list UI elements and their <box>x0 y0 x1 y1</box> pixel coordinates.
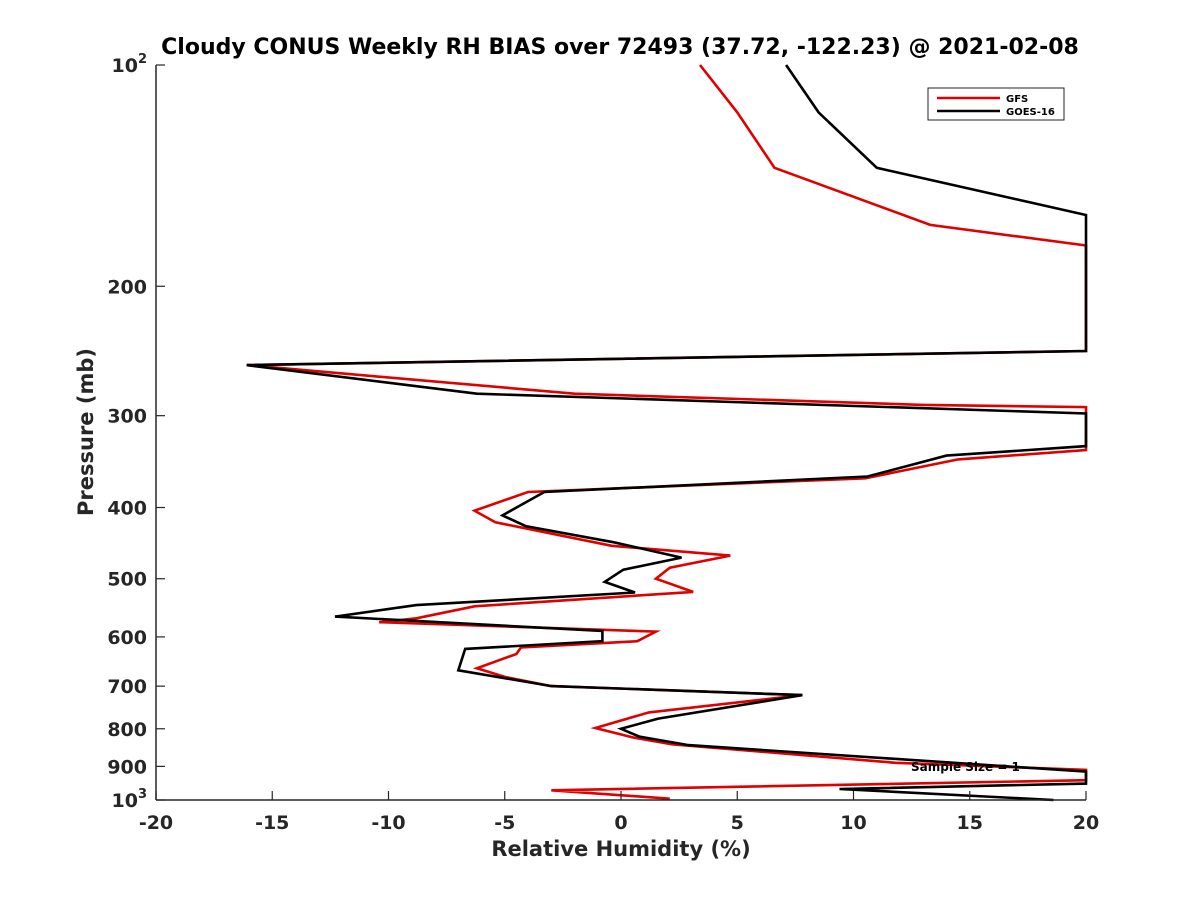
y-tick-label: 300 <box>107 406 147 428</box>
legend-entry: GOES-16 <box>1006 107 1055 118</box>
y-tick-label: 700 <box>107 676 147 698</box>
legend-box <box>927 87 1065 121</box>
y-tick-label: 500 <box>107 569 147 591</box>
legend-entry: GFS <box>1006 94 1028 105</box>
y-tick-label: 200 <box>107 276 147 298</box>
y-axis-label: Pressure (mb) <box>74 348 98 516</box>
y-tick-label: 400 <box>107 498 147 520</box>
x-ticks: -20 -15 -10 -5 0 5 10 15 20 <box>139 791 1099 834</box>
series-layer <box>246 64 1088 802</box>
x-tick-label: -20 <box>139 812 173 834</box>
sample-size-annotation: Sample Size = 1 <box>911 760 1020 774</box>
x-axis-label: Relative Humidity (%) <box>491 837 750 861</box>
y-tick-label: 600 <box>107 627 147 649</box>
y-tick-label: 102 <box>112 52 148 77</box>
x-tick-label: 20 <box>1073 812 1099 834</box>
legend: GFS GOES-16 <box>927 87 1065 121</box>
series-line-goes-16 <box>246 64 1088 802</box>
x-tick-label: 15 <box>957 812 983 834</box>
y-ticks: 102 200 300 400 500 600 700 800 900 103 <box>107 52 165 812</box>
x-tick-label: 10 <box>840 812 866 834</box>
x-tick-label: -5 <box>494 812 515 834</box>
x-tick-label: 0 <box>614 812 627 834</box>
y-tick-label: 103 <box>112 787 148 812</box>
x-tick-label: 5 <box>731 812 744 834</box>
chart-title: Cloudy CONUS Weekly RH BIAS over 72493 (… <box>161 35 1079 60</box>
x-tick-label: -15 <box>255 812 289 834</box>
x-tick-label: -10 <box>371 812 405 834</box>
y-tick-label: 900 <box>107 756 147 778</box>
y-tick-label: 800 <box>107 719 147 741</box>
series-line-gfs <box>246 64 1088 800</box>
